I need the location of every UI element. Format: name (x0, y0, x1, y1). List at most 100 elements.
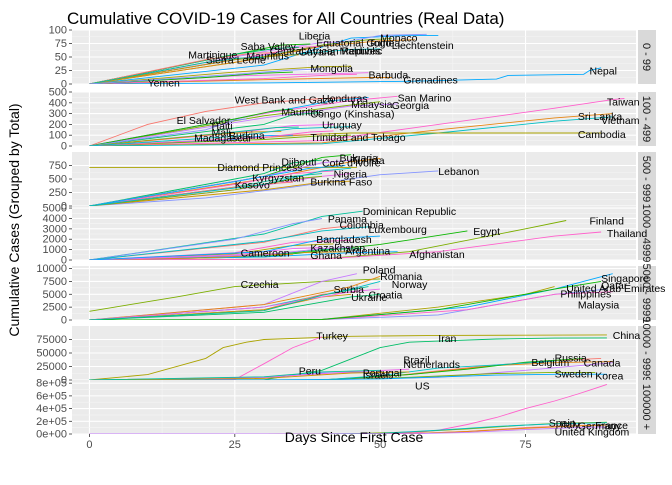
country-label: Russia (555, 352, 587, 364)
y-tick-label: 0 (61, 255, 67, 267)
series-line (89, 65, 352, 84)
y-tick-label: 250 (49, 187, 67, 199)
country-label: Philippines (560, 288, 611, 300)
y-tick-label: 2500 (43, 302, 67, 314)
facet-strip (638, 326, 656, 380)
y-tick-label: 50 (55, 52, 67, 64)
country-label: Nigeria (334, 169, 367, 181)
country-label: Italy (560, 419, 580, 431)
country-label: Sierra Leone (206, 55, 266, 67)
country-label: Bulgaria (339, 152, 378, 164)
country-label: Mali (212, 127, 231, 139)
series-line (89, 225, 352, 260)
country-label: Burkina Faso (310, 177, 372, 189)
country-label: Equatorial Guinea (316, 37, 400, 49)
country-label: Kazakhstan (310, 243, 365, 255)
country-label: Yemen (148, 77, 180, 89)
series-line (89, 170, 334, 206)
country-label: San Marino (398, 92, 452, 104)
country-label: Congo (Kinshasa) (310, 109, 394, 121)
country-label: Serbia (334, 284, 365, 296)
country-label: Sri Lanka (578, 111, 623, 123)
country-label: Tunisia (351, 155, 385, 167)
country-label: United Arab Emirates (566, 283, 665, 295)
country-label: Korea (595, 371, 623, 383)
series-line (89, 373, 607, 380)
series-line (89, 126, 352, 146)
series-line (89, 167, 352, 206)
series-line (89, 371, 410, 380)
country-label: Brazil (403, 354, 429, 366)
y-tick-label: 3000 (43, 223, 67, 235)
country-label: Trinidad and Tobago (310, 132, 405, 144)
series-line (89, 247, 352, 260)
country-label: Liberia (299, 30, 331, 42)
series-line (89, 286, 369, 320)
y-tick-label: 2000 (43, 234, 67, 246)
country-label: Egypt (473, 226, 500, 238)
country-label: Cote d'Ivoire (322, 157, 381, 169)
series-line (89, 226, 369, 260)
facet-strip-label: 500 - 999 (640, 156, 652, 202)
y-tick-label: 500 (49, 87, 67, 99)
series-line (89, 218, 323, 260)
series-line (89, 68, 323, 84)
series-line (89, 73, 357, 84)
country-label: Turkey (316, 331, 348, 343)
country-label: Uruguay (322, 119, 362, 131)
country-label: Croatia (369, 289, 403, 301)
country-label: Grenadines (403, 75, 457, 87)
country-label: West Bank and Gaza (235, 95, 334, 107)
country-label: Togo (369, 37, 392, 49)
facet-strip-label: 0 - 99 (640, 43, 652, 71)
country-label: Nepal (589, 66, 616, 78)
series-line (89, 293, 381, 320)
y-tick-label: 10000 (36, 263, 67, 275)
panel-background (72, 206, 636, 260)
y-tick-label: 1000 (43, 244, 67, 256)
country-label: Haiti (212, 120, 233, 132)
y-tick-label: 0 (61, 201, 67, 213)
facet-strip-label: 100 - 499 (640, 96, 652, 142)
series-line (89, 113, 613, 146)
series-line (89, 52, 276, 84)
country-label: Romania (380, 271, 422, 283)
y-tick-label: 0e+00 (36, 429, 67, 441)
country-label: Kyrgyzstan (252, 172, 304, 184)
country-label: Spain (549, 418, 576, 430)
y-tick-label: 6e+05 (36, 390, 67, 402)
series-line (89, 118, 247, 146)
country-label: Liechtenstein (392, 40, 454, 52)
country-label: Peru (299, 365, 321, 377)
y-tick-label: 5000 (43, 203, 67, 215)
country-label: Mongolia (310, 63, 353, 75)
series-line (89, 165, 346, 206)
country-label: Finland (589, 216, 624, 228)
country-label: Israel (363, 370, 389, 382)
series-line (89, 235, 381, 260)
series-line (89, 280, 602, 320)
country-label: Portugal (363, 367, 402, 379)
x-tick-label: 0 (86, 439, 92, 451)
series-line (89, 98, 625, 146)
series-group (89, 383, 608, 434)
x-tick-label: 25 (229, 439, 241, 451)
series-line (89, 103, 398, 146)
series-line (89, 134, 352, 146)
y-tick-label: 0 (61, 315, 67, 327)
country-label: Kosovo (235, 179, 270, 191)
series-line (89, 253, 293, 260)
facet-strip (638, 92, 656, 146)
country-label: Djibouti (281, 157, 316, 169)
y-tick-label: 300 (49, 108, 67, 120)
country-label: Maldives (339, 46, 380, 58)
series-line (89, 130, 334, 146)
series-line (89, 210, 363, 260)
country-label: Dominican Republic (363, 206, 456, 218)
country-label: Colombia (339, 220, 384, 232)
series-line (89, 275, 381, 320)
series-group (89, 210, 602, 260)
country-label: China (613, 330, 641, 342)
